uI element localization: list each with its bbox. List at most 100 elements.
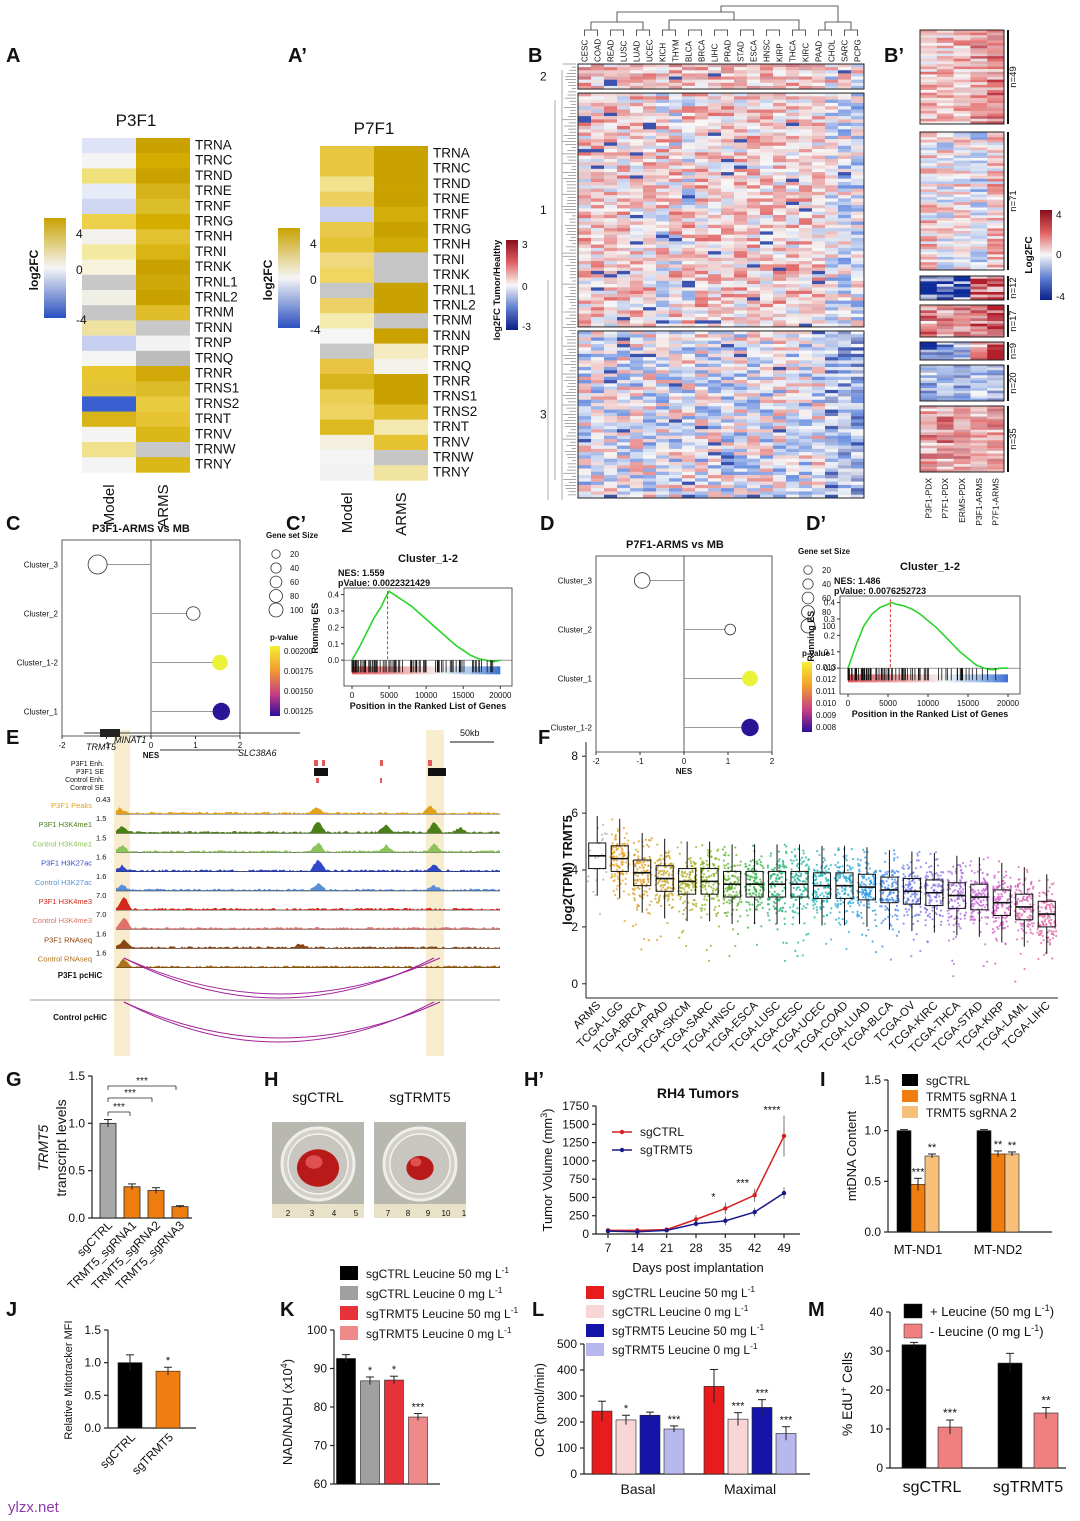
heatmap-cell [591,363,605,368]
heatmap-cell [734,389,748,394]
heatmap-cell [838,393,852,397]
heatmap-cell [604,228,618,232]
heatmap-cell [578,416,592,420]
heatmap-cell [669,484,683,489]
heatmap-cell [786,478,800,482]
data-point [612,845,616,849]
heatmap-cell [953,105,971,109]
heatmap-cell [987,204,1005,208]
heatmap-cell [812,112,826,117]
heatmap-cell [987,323,1005,327]
heatmap-cell [578,152,592,156]
heatmap-cell [953,63,971,67]
heatmap-cell [799,366,813,371]
heatmap-cell [721,261,735,265]
heatmap-cell [591,119,605,123]
data-point [641,882,644,886]
heatmap-cell [953,388,971,391]
heatmap-cell [669,135,683,140]
heatmap-cell [825,119,839,123]
heatmap-cell [656,396,670,400]
heatmap-cell [708,214,722,219]
heatmap-cell [747,126,761,130]
heatmap-cell [669,139,683,143]
heatmap-cell [936,37,954,41]
heatmap-cell [734,73,748,77]
size-legend-value: 40 [290,564,299,573]
heatmap-cell [773,468,787,472]
heatmap-cell [617,380,631,384]
heatmap-cell [970,199,988,203]
heatmap-cell [760,360,774,364]
heatmap-cell [708,162,722,166]
heatmap-cell [695,373,709,378]
heatmap-cell [604,429,618,433]
heatmap-cell [987,278,1005,282]
heatmap-cell [682,461,696,466]
heatmap-cell [773,452,787,456]
heatmap-cell [374,419,428,436]
heatmap-cell [987,191,1005,195]
heatmap-cell [643,264,657,268]
heatmap-cell [987,354,1005,358]
heatmap-cell [695,185,709,189]
heatmap-cell [591,201,605,206]
dendrogram-branch [662,29,676,36]
heatmap-cell [643,152,657,156]
heatmap-cell [617,360,631,364]
group-outline [919,364,1005,402]
heatmap-cell [721,468,735,472]
heatmap-cell [936,456,954,459]
size-legend-circle [801,605,815,619]
heatmap-cell [734,152,748,156]
heatmap-cell [773,135,787,140]
heatmap-cell [604,455,618,459]
heatmap-cell [838,191,852,196]
heatmap-cell [760,300,774,305]
data-point [687,886,690,889]
heatmap-cell [721,178,735,183]
heatmap-cell [630,471,644,476]
data-point [646,860,649,863]
heatmap-cell [851,471,865,476]
heatmap-cell [643,353,657,358]
heatmap-cell [656,360,670,364]
letter-H2: H’ [524,1069,544,1091]
heatmap-cell [786,297,800,301]
heatmap-cell [591,303,605,308]
heatmap-cell [773,422,787,427]
heatmap-cell [936,79,954,83]
heatmap-cell [970,390,988,394]
heatmap-cell [630,389,644,394]
heatmap-cell [799,244,813,249]
heatmap-cell [578,221,592,226]
heatmap-cell [799,254,813,258]
heatmap-cell [953,294,971,298]
heatmap-cell [708,481,722,486]
data-point [622,826,626,830]
heatmap-cell [786,448,800,453]
heatmap-cell [374,237,428,253]
heatmap-cell [760,73,774,77]
heatmap-cell [734,267,748,272]
heatmap-cell [773,461,787,466]
heatmap-cell [604,393,618,397]
heatmap-cell [604,251,618,255]
heatmap-cell [578,393,592,397]
heatmap-cell [786,432,800,436]
heatmap-cell [760,106,774,110]
heatmap-cell [591,290,605,295]
heatmap-cell [591,383,605,387]
heatmap-cell [786,208,800,212]
heatmap-cell [851,461,865,466]
heatmap-cell [987,108,1005,112]
heatmap-cell [747,188,761,193]
heatmap-cell [970,262,988,265]
heatmap-cell [936,233,954,237]
heatmap-cell [970,87,988,91]
heatmap-cell [695,320,709,324]
letter-C: C [6,513,20,535]
data-point [677,894,680,897]
heatmap-cell [812,455,826,459]
heatmap-cell [747,419,761,423]
